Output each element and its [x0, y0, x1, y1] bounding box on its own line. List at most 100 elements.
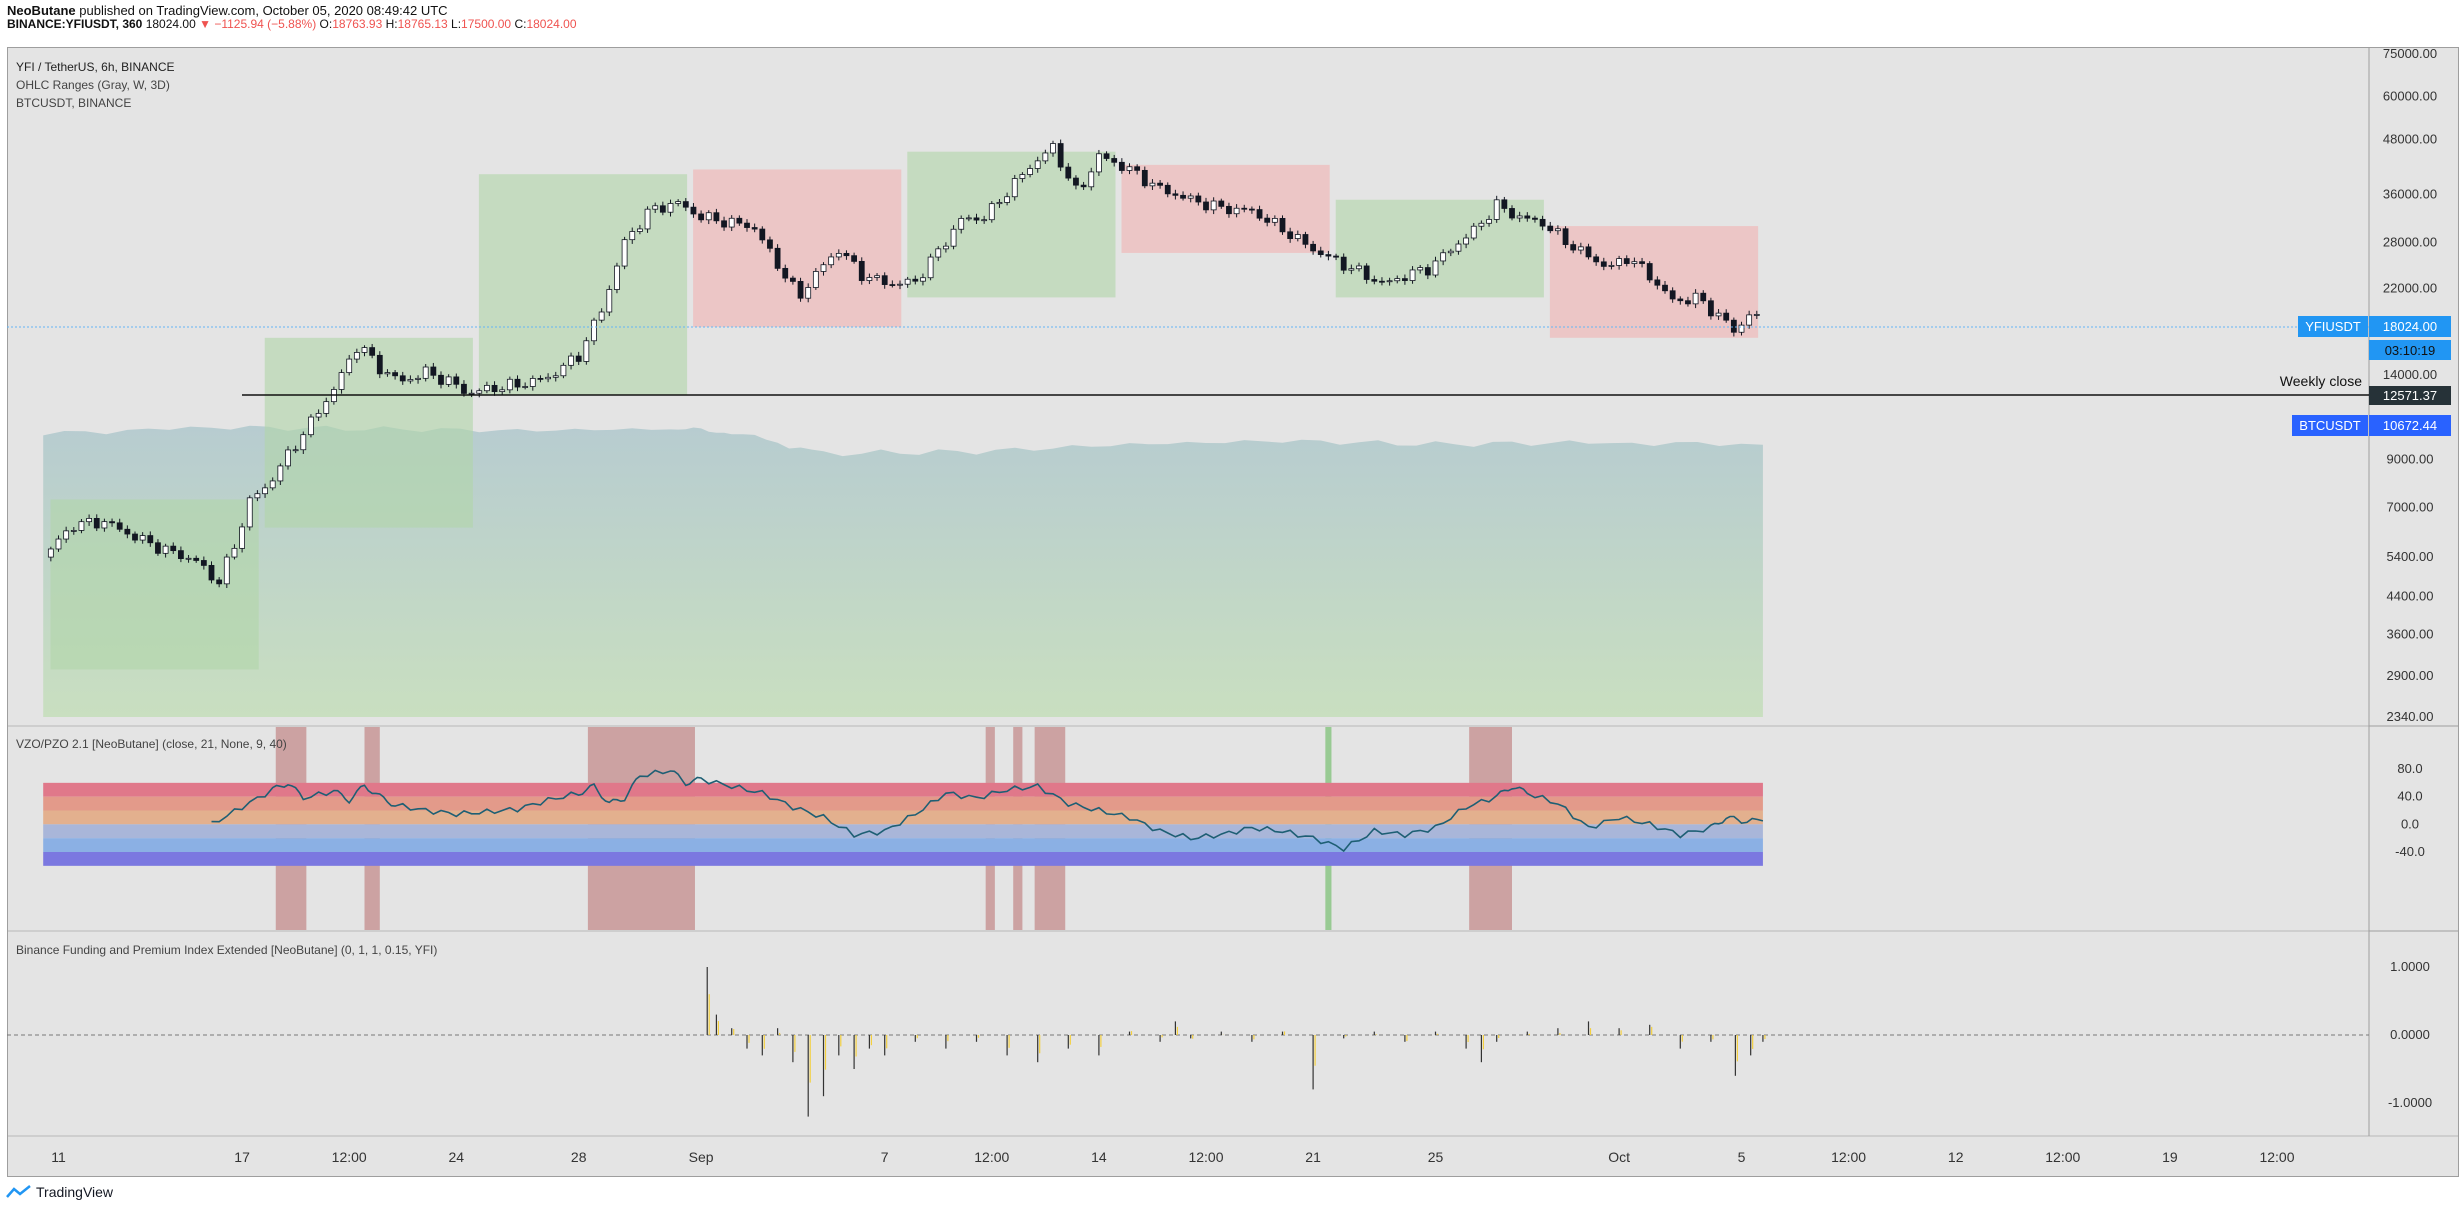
candle-body [407, 379, 414, 382]
candle-body [1218, 200, 1225, 207]
candle-body [239, 526, 246, 549]
low-label: L: [451, 17, 462, 31]
time-tick-label: 19 [2162, 1149, 2178, 1165]
candle-body [116, 522, 123, 530]
yfi-name-tag [2298, 316, 2368, 337]
candle-body [782, 267, 789, 279]
candle-body [1417, 267, 1424, 271]
candle-body [1233, 207, 1240, 215]
candle-body [767, 239, 773, 249]
time-tick-label: 12:00 [974, 1149, 1009, 1165]
candle-body [965, 217, 972, 220]
candle-body [445, 376, 452, 385]
candle-body [369, 347, 376, 356]
candle-body [920, 277, 926, 282]
candle-body [1608, 265, 1615, 267]
candle-body [453, 376, 460, 385]
btc-area [43, 425, 1763, 717]
change-value: −1125.94 (−5.88%) [214, 17, 317, 31]
candle-body [1738, 324, 1745, 333]
candle-body [1310, 243, 1316, 252]
candle-body [606, 289, 613, 313]
funding-tick-label: 1.0000 [2390, 959, 2430, 974]
candle-body [698, 213, 704, 221]
candle-body [1195, 195, 1202, 203]
candle-body [1149, 182, 1156, 187]
candle-body [1226, 205, 1232, 215]
btc-price: 10672.44 [2383, 418, 2437, 433]
candle-body [835, 252, 842, 258]
time-tick-label: 12:00 [2045, 1149, 2080, 1165]
candle-body [1394, 278, 1401, 282]
vzo-tick-label: 80.0 [2397, 761, 2422, 776]
candle-body [1424, 267, 1431, 276]
candle-body [1294, 234, 1301, 239]
candle-body [415, 377, 421, 380]
candle-body [927, 256, 934, 279]
footer-brand[interactable]: TradingView [6, 1184, 113, 1200]
candle-body [1264, 217, 1271, 223]
funding-tick-label: -1.0000 [2388, 1095, 2432, 1110]
candle-body [1639, 261, 1645, 264]
close-label: C: [514, 17, 527, 31]
weekly-close-price: 12571.37 [2383, 388, 2437, 403]
candle-body [55, 538, 62, 550]
candle-body [1532, 217, 1538, 220]
publish-line: NeoButane published on TradingView.com, … [7, 3, 448, 18]
brand-name: TradingView [36, 1184, 114, 1200]
publisher-name[interactable]: NeoButane [7, 3, 76, 18]
candle-body [1623, 258, 1630, 264]
candle-body [614, 265, 620, 290]
weekly-close-price-tag [2369, 386, 2451, 405]
candle-body [744, 222, 750, 228]
weekly-close-text: Weekly close [2280, 373, 2362, 389]
price-axis[interactable] [2369, 47, 2459, 1135]
candle-body [1662, 284, 1668, 292]
candle-body [621, 239, 628, 267]
candle-body [1103, 153, 1110, 159]
yfi-price: 18024.00 [2383, 319, 2437, 334]
btc-price-tag [2369, 415, 2451, 436]
time-tick-label: 28 [571, 1149, 587, 1165]
candle-body [109, 521, 115, 524]
time-tick-label: 12 [1948, 1149, 1964, 1165]
candle-body [1187, 195, 1194, 199]
weekly-range-box [264, 337, 473, 528]
price-tick-label: 3600.00 [2387, 627, 2434, 642]
price-tick-label: 28000.00 [2383, 234, 2437, 249]
candle-body [1065, 166, 1072, 179]
funding-tick-label: 0.0000 [2390, 1027, 2430, 1042]
candle-body [1340, 256, 1347, 271]
candle-body [843, 252, 850, 257]
candle-body [866, 277, 873, 281]
candle-body [1708, 300, 1714, 317]
time-tick-label: 7 [881, 1149, 889, 1165]
candle-body [353, 352, 360, 360]
price-tick-label: 9000.00 [2387, 451, 2434, 466]
candle-body [361, 347, 368, 353]
candle-body [713, 212, 720, 222]
candle-body [491, 384, 498, 393]
time-axis[interactable] [7, 1137, 2459, 1177]
price-tick-label: 4400.00 [2387, 588, 2434, 603]
candle-body [552, 375, 559, 378]
weekly-range-box [50, 499, 259, 670]
candle-body [805, 287, 812, 299]
candle-body [223, 556, 230, 585]
candle-body [1157, 182, 1163, 186]
vzo-tick-label: -40.0 [2395, 844, 2425, 859]
candle-body [1547, 225, 1554, 232]
candle-body [285, 449, 291, 467]
candle-body [797, 281, 804, 299]
candle-body [1073, 177, 1079, 186]
candle-body [262, 487, 268, 495]
candle-body [1011, 178, 1018, 198]
candle-body [874, 275, 880, 278]
candle-body [1164, 184, 1171, 195]
funding-pane[interactable] [7, 932, 2369, 1135]
candle-body [728, 217, 735, 228]
candle-body [1730, 319, 1737, 333]
candle-body [545, 376, 551, 380]
candle-body [147, 535, 154, 544]
